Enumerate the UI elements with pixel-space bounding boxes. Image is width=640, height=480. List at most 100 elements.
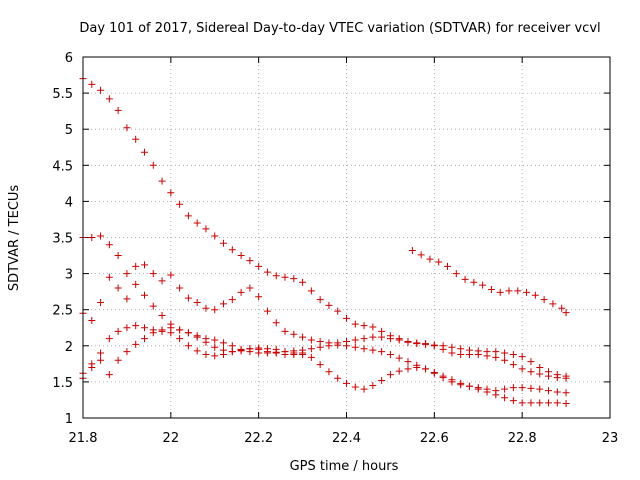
data-point (474, 350, 482, 358)
data-point (518, 353, 526, 361)
data-point (97, 86, 105, 94)
data-point (545, 399, 553, 407)
data-point (435, 258, 443, 266)
data-point (184, 342, 192, 350)
data-point (290, 275, 298, 283)
data-point (263, 345, 271, 353)
data-point (220, 239, 228, 247)
data-point (307, 353, 315, 361)
data-point (193, 333, 201, 341)
y-tick-label: 3 (65, 268, 73, 283)
data-point (176, 200, 184, 208)
data-point (316, 361, 324, 369)
data-point (457, 350, 465, 358)
data-point (395, 354, 403, 362)
data-point (404, 365, 412, 373)
data-point (536, 399, 544, 407)
data-point (527, 358, 535, 366)
data-point (105, 241, 113, 249)
data-point (263, 307, 271, 315)
data-point (501, 385, 509, 393)
data-point (105, 273, 113, 281)
data-point (123, 348, 131, 356)
data-point (220, 346, 228, 354)
data-point (351, 343, 359, 351)
data-point (518, 384, 526, 392)
data-point (176, 284, 184, 292)
data-point (211, 343, 219, 351)
data-point (562, 400, 570, 408)
data-point (430, 342, 438, 350)
x-tick-label: 21.8 (69, 431, 98, 446)
data-point (439, 374, 447, 382)
y-tick-label: 6 (65, 51, 73, 66)
data-point (531, 291, 539, 299)
y-tick-label: 3.5 (52, 232, 73, 247)
data-point (105, 335, 113, 343)
data-point (123, 324, 131, 332)
data-point (501, 394, 509, 402)
data-point (408, 246, 416, 254)
data-point (509, 397, 517, 405)
y-tick-label: 5.5 (52, 87, 73, 102)
data-point (237, 252, 245, 260)
data-point (483, 352, 491, 360)
data-point (272, 319, 280, 327)
data-point (88, 234, 96, 241)
data-point (536, 385, 544, 393)
data-point (132, 262, 140, 270)
y-tick-label: 2.5 (52, 304, 73, 319)
data-point (501, 356, 509, 364)
data-point (202, 225, 210, 233)
data-point (487, 285, 495, 293)
data-point (307, 287, 315, 295)
data-point (545, 387, 553, 395)
data-point (343, 379, 350, 387)
data-point (123, 295, 131, 303)
data-point (263, 268, 271, 276)
data-point (386, 350, 394, 358)
data-point (536, 363, 544, 371)
data-point (149, 270, 157, 278)
data-points (79, 75, 570, 408)
x-tick-label: 22.2 (244, 431, 273, 446)
data-point (325, 339, 333, 347)
data-point (378, 333, 386, 341)
data-point (140, 261, 148, 269)
data-point (540, 296, 548, 304)
data-point (360, 335, 368, 343)
x-tick-label: 22.8 (508, 431, 537, 446)
data-point (193, 298, 201, 306)
data-point (114, 356, 122, 364)
data-point (220, 300, 228, 308)
data-point (465, 350, 473, 358)
data-point (545, 372, 553, 380)
y-tick-label: 5 (65, 123, 73, 138)
data-point (536, 370, 544, 378)
y-tick-label: 1 (65, 412, 73, 427)
data-point (378, 376, 386, 384)
data-point (448, 378, 456, 386)
data-point (505, 287, 513, 295)
data-point (97, 298, 105, 306)
data-point (492, 387, 500, 395)
data-point (140, 148, 148, 156)
data-point (343, 337, 350, 345)
data-point (97, 349, 105, 357)
data-point (492, 353, 500, 361)
data-point (220, 339, 228, 347)
data-point (140, 335, 148, 343)
data-point (97, 232, 105, 240)
data-point (395, 367, 403, 375)
data-point (105, 95, 113, 103)
data-point (426, 255, 434, 263)
data-point (123, 270, 131, 278)
data-point (202, 338, 210, 346)
data-point (246, 257, 254, 265)
data-point (378, 348, 386, 356)
data-point (158, 326, 166, 334)
data-point (255, 262, 263, 270)
data-point (114, 106, 122, 114)
data-point (527, 384, 535, 392)
